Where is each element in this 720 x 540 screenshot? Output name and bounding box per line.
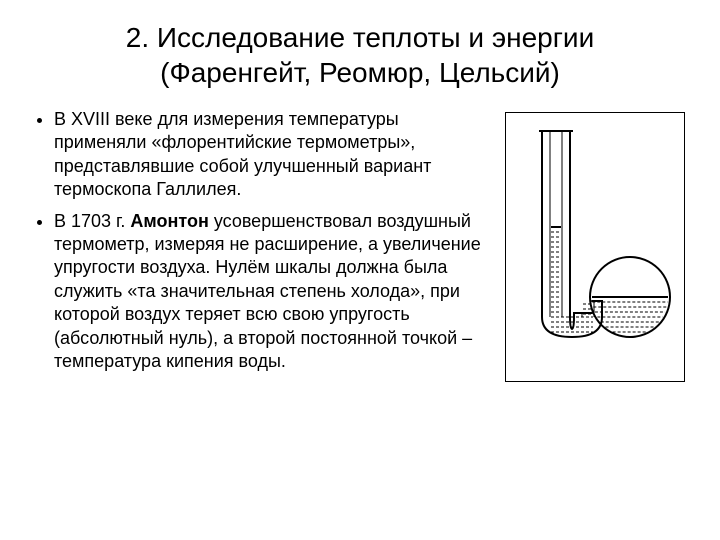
bullet-text-bold: Амонтон — [130, 211, 208, 231]
figure-column — [500, 108, 690, 382]
text-column: В XVIII веке для измерения температуры п… — [30, 108, 482, 381]
bullet-text-post: усовершенствовал воздушный термометр, из… — [54, 211, 481, 371]
list-item: В 1703 г. Амонтон усовершенствовал возду… — [54, 210, 482, 374]
slide-body: В XVIII веке для измерения температуры п… — [30, 108, 690, 382]
title-line-1: 2. Исследование теплоты и энергии — [126, 22, 594, 53]
bullet-text-pre: В XVIII веке для измерения температуры п… — [54, 109, 431, 199]
figure-frame — [505, 112, 685, 382]
bullet-text-pre: В 1703 г. — [54, 211, 130, 231]
slide-title: 2. Исследование теплоты и энергии (Фарен… — [30, 20, 690, 90]
slide: 2. Исследование теплоты и энергии (Фарен… — [0, 0, 720, 540]
title-line-2: (Фаренгейт, Реомюр, Цельсий) — [160, 57, 560, 88]
thermometer-diagram-icon — [510, 117, 680, 377]
bullet-list: В XVIII веке для измерения температуры п… — [30, 108, 482, 373]
list-item: В XVIII веке для измерения температуры п… — [54, 108, 482, 202]
